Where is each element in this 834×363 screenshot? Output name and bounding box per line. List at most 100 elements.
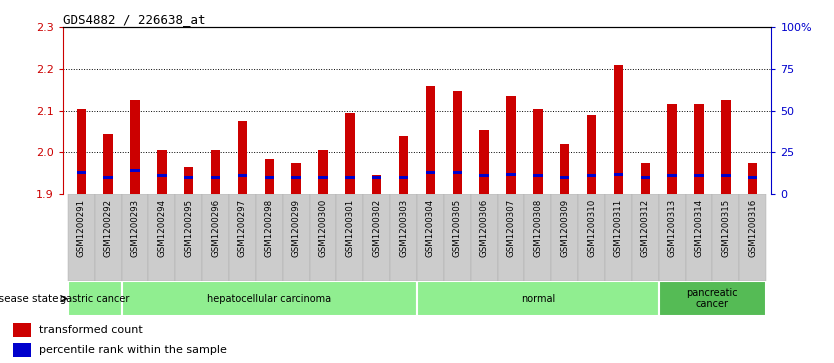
Bar [13,323,31,337]
Text: GSM1200302: GSM1200302 [372,199,381,257]
Bar [364,194,390,281]
Bar [659,194,686,281]
Text: GSM1200313: GSM1200313 [667,199,676,257]
Text: GSM1200300: GSM1200300 [319,199,328,257]
Bar [721,100,731,194]
Bar [309,194,336,281]
Bar [453,171,462,174]
Bar [148,194,175,281]
Bar [372,176,381,179]
Bar [614,65,623,194]
Text: GSM1200309: GSM1200309 [560,199,569,257]
Bar [122,194,148,281]
Bar [211,150,220,194]
Bar [345,113,354,194]
Text: gastric cancer: gastric cancer [60,294,129,303]
Bar [95,194,122,281]
Bar [238,121,247,194]
Bar [578,194,605,281]
Text: pancreatic
cancer: pancreatic cancer [686,288,738,309]
Text: GSM1200296: GSM1200296 [211,199,220,257]
Text: GSM1200306: GSM1200306 [480,199,489,257]
Bar [13,343,31,357]
Text: GSM1200291: GSM1200291 [77,199,86,257]
Bar [748,163,757,194]
Text: GSM1200295: GSM1200295 [184,199,193,257]
Bar [533,109,543,194]
Text: GSM1200305: GSM1200305 [453,199,462,257]
Bar [739,194,766,281]
Bar [390,194,417,281]
Bar [417,194,444,281]
Bar [453,91,462,194]
Text: GSM1200310: GSM1200310 [587,199,596,257]
Bar [264,159,274,194]
Bar [157,150,167,194]
Text: GSM1200294: GSM1200294 [158,199,167,257]
Bar [587,115,596,194]
Bar [77,109,86,194]
Bar [694,174,704,177]
Text: disease state: disease state [0,294,58,303]
Text: GSM1200308: GSM1200308 [533,199,542,257]
Text: GSM1200301: GSM1200301 [345,199,354,257]
Bar [372,175,381,194]
Text: GSM1200292: GSM1200292 [103,199,113,257]
Bar [238,174,247,177]
Bar [417,281,659,316]
Bar [480,174,489,177]
Bar [480,130,489,194]
Bar [506,96,515,194]
Bar [551,194,578,281]
Text: GSM1200312: GSM1200312 [641,199,650,257]
Bar [425,86,435,194]
Text: GSM1200303: GSM1200303 [399,199,408,257]
Bar [533,174,543,177]
Text: transformed count: transformed count [39,325,143,335]
Bar [291,163,301,194]
Bar [506,173,515,176]
Bar [175,194,202,281]
Bar [498,194,525,281]
Bar [399,136,409,194]
Bar [659,281,766,316]
Bar [283,194,309,281]
Text: hepatocellular carcinoma: hepatocellular carcinoma [208,294,331,303]
Bar [157,174,167,177]
Text: GSM1200293: GSM1200293 [131,199,139,257]
Bar [184,176,193,179]
Bar [68,281,122,316]
Bar [229,194,256,281]
Bar [130,170,140,172]
Bar [77,171,86,174]
Bar [68,194,95,281]
Bar [122,281,417,316]
Bar [632,194,659,281]
Bar [444,194,470,281]
Text: normal: normal [520,294,555,303]
Text: GSM1200298: GSM1200298 [265,199,274,257]
Text: GSM1200307: GSM1200307 [506,199,515,257]
Bar [345,176,354,179]
Bar [667,105,677,194]
Bar [399,176,409,179]
Bar [256,194,283,281]
Bar [560,144,570,194]
Bar [614,173,623,176]
Bar [211,176,220,179]
Bar [641,163,650,194]
Text: GSM1200304: GSM1200304 [426,199,435,257]
Bar [712,194,739,281]
Bar [103,176,113,179]
Bar [721,174,731,177]
Bar [587,174,596,177]
Text: GSM1200299: GSM1200299 [292,199,301,257]
Bar [184,167,193,194]
Bar [686,194,712,281]
Text: percentile rank within the sample: percentile rank within the sample [39,345,227,355]
Bar [667,174,677,177]
Bar [560,176,570,179]
Bar [470,194,498,281]
Bar [694,105,704,194]
Text: GDS4882 / 226638_at: GDS4882 / 226638_at [63,13,205,26]
